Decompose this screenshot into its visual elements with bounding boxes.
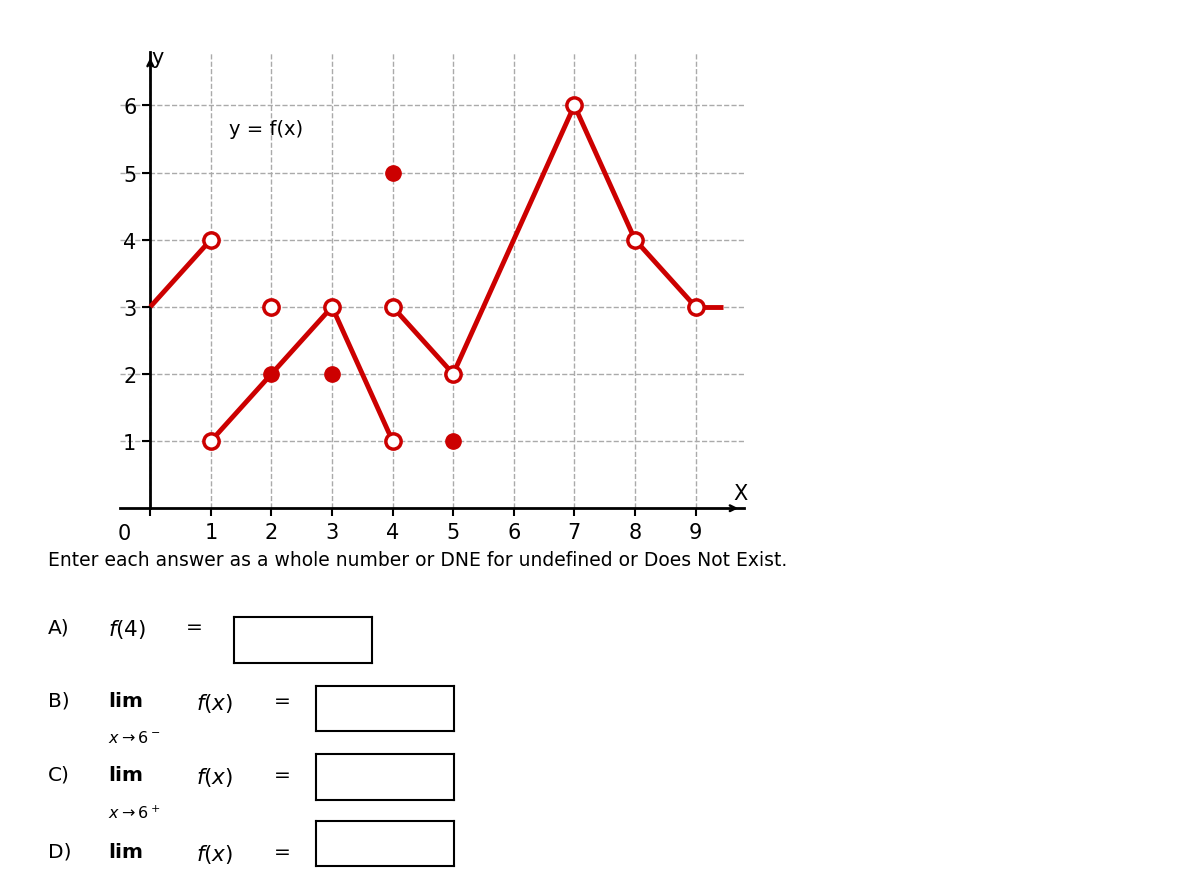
Text: A): A) bbox=[48, 617, 70, 637]
Text: $f(x)$: $f(x)$ bbox=[196, 691, 233, 714]
Text: =: = bbox=[274, 842, 290, 861]
Text: =: = bbox=[274, 765, 290, 784]
Text: X: X bbox=[734, 484, 748, 504]
Text: C): C) bbox=[48, 765, 70, 784]
Text: $x \to 6^+$: $x \to 6^+$ bbox=[108, 803, 161, 821]
Text: B): B) bbox=[48, 691, 70, 710]
Text: $f(4)$: $f(4)$ bbox=[108, 617, 146, 640]
Text: $f(x)$: $f(x)$ bbox=[196, 842, 233, 865]
Text: $x \to 6^-$: $x \to 6^-$ bbox=[108, 730, 160, 745]
Text: D): D) bbox=[48, 842, 72, 861]
Text: $f(x)$: $f(x)$ bbox=[196, 765, 233, 788]
Text: lim: lim bbox=[108, 765, 143, 784]
Text: 0: 0 bbox=[118, 524, 131, 544]
Text: lim: lim bbox=[108, 842, 143, 861]
Text: =: = bbox=[186, 617, 203, 637]
Text: y = f(x): y = f(x) bbox=[229, 120, 304, 139]
Text: y: y bbox=[151, 48, 163, 68]
Text: Enter each answer as a whole number or DNE for undefined or Does Not Exist.: Enter each answer as a whole number or D… bbox=[48, 551, 787, 570]
Text: =: = bbox=[274, 691, 290, 710]
Text: lim: lim bbox=[108, 691, 143, 710]
